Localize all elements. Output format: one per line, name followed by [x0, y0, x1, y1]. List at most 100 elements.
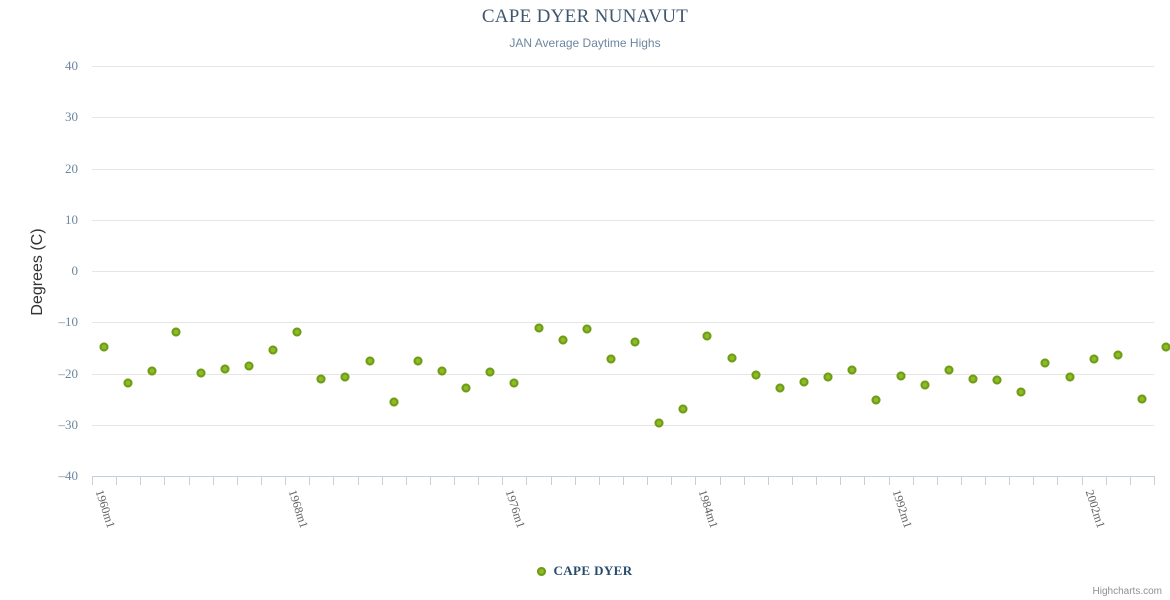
data-point[interactable]: [99, 342, 109, 352]
chart-legend: CAPE DYER: [0, 563, 1170, 579]
x-axis-tick: [333, 476, 335, 485]
gridline: [92, 424, 1154, 426]
data-point[interactable]: [896, 371, 906, 381]
data-point[interactable]: [799, 377, 809, 387]
gridline: [92, 322, 1154, 324]
data-point[interactable]: [220, 364, 230, 374]
x-axis-tick: [526, 476, 528, 485]
x-axis-tick: [719, 476, 721, 485]
data-point[interactable]: [1161, 342, 1170, 352]
chart-subtitle: JAN Average Daytime Highs: [509, 36, 661, 50]
data-point[interactable]: [1016, 387, 1026, 397]
x-axis-tick: [936, 476, 938, 485]
data-point[interactable]: [316, 374, 326, 384]
x-axis-tick-label: 1960m1: [92, 488, 119, 530]
x-axis-tick: [960, 476, 962, 485]
x-axis-tick: [381, 476, 383, 485]
x-axis-tick: [164, 476, 166, 485]
data-point[interactable]: [654, 418, 664, 428]
x-axis-tick: [92, 476, 93, 485]
x-axis-tick: [140, 476, 142, 485]
x-axis-tick: [502, 476, 504, 485]
x-axis-tick: [285, 476, 287, 485]
data-point[interactable]: [244, 361, 254, 371]
data-point[interactable]: [823, 372, 833, 382]
data-point[interactable]: [437, 366, 447, 376]
data-point[interactable]: [365, 356, 375, 366]
data-point[interactable]: [944, 365, 954, 375]
x-axis-tick: [236, 476, 238, 485]
y-axis-tick-label: 40: [65, 58, 78, 73]
y-axis-tick-label: –20: [58, 365, 79, 381]
plot-area: [92, 66, 1170, 476]
x-axis-tick: [623, 476, 624, 485]
data-point[interactable]: [268, 345, 278, 355]
y-axis-tick-label: 0: [71, 263, 79, 278]
data-point[interactable]: [1040, 358, 1050, 368]
gridline: [92, 66, 1154, 67]
data-point[interactable]: [413, 356, 423, 366]
data-point[interactable]: [147, 366, 157, 376]
legend-label: CAPE DYER: [553, 563, 633, 578]
data-point[interactable]: [992, 375, 1002, 385]
credits-label: Highcharts.com: [1092, 586, 1162, 597]
x-axis-tick: [864, 476, 866, 485]
data-point[interactable]: [775, 383, 785, 393]
x-axis-tick: [912, 476, 914, 485]
data-point[interactable]: [678, 404, 688, 414]
data-point[interactable]: [1113, 350, 1123, 360]
data-point[interactable]: [509, 378, 519, 388]
data-point[interactable]: [630, 337, 640, 347]
data-point[interactable]: [340, 372, 350, 382]
data-point[interactable]: [485, 367, 495, 377]
data-point[interactable]: [534, 323, 544, 333]
data-point[interactable]: [171, 327, 181, 337]
x-axis-tick: [550, 476, 552, 485]
x-axis-tick: [647, 476, 649, 485]
data-point[interactable]: [123, 378, 133, 388]
data-point[interactable]: [1137, 394, 1147, 404]
data-point[interactable]: [727, 353, 737, 363]
x-axis-tick: [1129, 476, 1131, 485]
x-axis-tick: [985, 476, 987, 485]
y-axis-tick-label: 30: [65, 109, 78, 125]
x-axis-tick: [816, 476, 818, 485]
data-point[interactable]: [582, 324, 592, 334]
x-axis-tick: [1105, 476, 1107, 485]
gridline: [92, 271, 1154, 272]
data-point[interactable]: [1089, 354, 1099, 364]
gridline: [92, 168, 1154, 170]
x-axis-tick: [598, 476, 600, 485]
x-axis-tick: [1033, 476, 1035, 485]
x-axis-tick: [743, 476, 745, 485]
x-axis-tick: [888, 476, 890, 485]
data-point[interactable]: [871, 395, 881, 405]
data-point[interactable]: [461, 383, 471, 393]
data-point[interactable]: [968, 374, 978, 384]
data-point[interactable]: [292, 327, 302, 337]
gridline: [92, 219, 1154, 221]
data-point[interactable]: [606, 354, 616, 364]
x-axis-tick: [357, 476, 359, 485]
x-axis-tick-label: 1968m1: [285, 488, 312, 530]
x-axis-tick: [309, 476, 311, 485]
data-point[interactable]: [847, 365, 857, 375]
data-point[interactable]: [920, 380, 930, 390]
x-axis-tick-label: 1976m1: [503, 488, 529, 530]
chart-title: CAPE DYER NUNAVUT: [481, 6, 689, 27]
x-axis-tick: [840, 476, 842, 485]
legend-item-cape-dyer[interactable]: CAPE DYER: [537, 563, 632, 579]
data-point[interactable]: [558, 335, 568, 345]
data-point[interactable]: [702, 331, 712, 341]
data-point[interactable]: [1065, 372, 1075, 382]
legend-marker-icon: [537, 566, 547, 576]
x-axis-tick: [405, 476, 407, 485]
x-axis-tick: [478, 476, 480, 485]
y-axis-tick-label: –30: [58, 416, 79, 432]
x-axis-tick-label: 1992m1: [889, 488, 915, 530]
data-point[interactable]: [751, 370, 761, 380]
data-point[interactable]: [196, 368, 206, 378]
data-point[interactable]: [389, 397, 399, 407]
x-axis-tick: [454, 476, 456, 485]
x-axis-tick: [116, 476, 118, 485]
